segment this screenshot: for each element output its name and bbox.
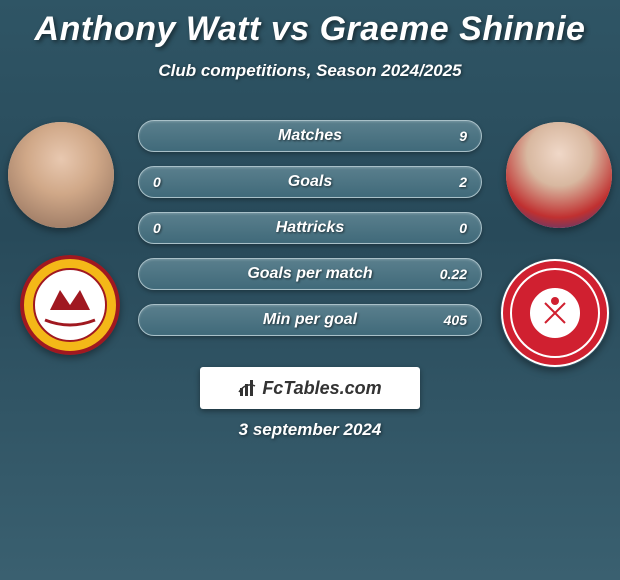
chart-icon bbox=[238, 378, 258, 398]
stats-table: Matches 9 0 Goals 2 0 Hattricks 0 Goals … bbox=[138, 120, 482, 350]
stat-row: Matches 9 bbox=[138, 120, 482, 152]
club-right-crest-icon bbox=[500, 258, 610, 368]
stat-row: Goals per match 0.22 bbox=[138, 258, 482, 290]
stat-left-value: 0 bbox=[153, 220, 161, 236]
stat-row: 0 Goals 2 bbox=[138, 166, 482, 198]
stat-right-value: 405 bbox=[444, 312, 467, 328]
stat-label: Goals per match bbox=[139, 265, 481, 283]
stat-right-value: 9 bbox=[459, 128, 467, 144]
stat-row: 0 Hattricks 0 bbox=[138, 212, 482, 244]
stat-right-value: 0 bbox=[459, 220, 467, 236]
player-left-avatar bbox=[8, 122, 114, 228]
subtitle: Club competitions, Season 2024/2025 bbox=[0, 61, 620, 81]
stat-label: Goals bbox=[139, 173, 481, 191]
player-right-avatar bbox=[506, 122, 612, 228]
stat-row: Min per goal 405 bbox=[138, 304, 482, 336]
club-left-crest-icon bbox=[20, 255, 120, 355]
stat-right-value: 0.22 bbox=[440, 266, 467, 282]
stat-label: Matches bbox=[139, 127, 481, 145]
stat-right-value: 2 bbox=[459, 174, 467, 190]
brand-text: FcTables.com bbox=[262, 378, 381, 399]
stat-label: Min per goal bbox=[139, 311, 481, 329]
date-text: 3 september 2024 bbox=[0, 420, 620, 440]
page-title: Anthony Watt vs Graeme Shinnie bbox=[0, 0, 620, 49]
brand-badge: FcTables.com bbox=[200, 367, 420, 409]
face-placeholder-icon bbox=[8, 122, 114, 228]
face-placeholder-icon bbox=[506, 122, 612, 228]
stat-label: Hattricks bbox=[139, 219, 481, 237]
stat-left-value: 0 bbox=[153, 174, 161, 190]
